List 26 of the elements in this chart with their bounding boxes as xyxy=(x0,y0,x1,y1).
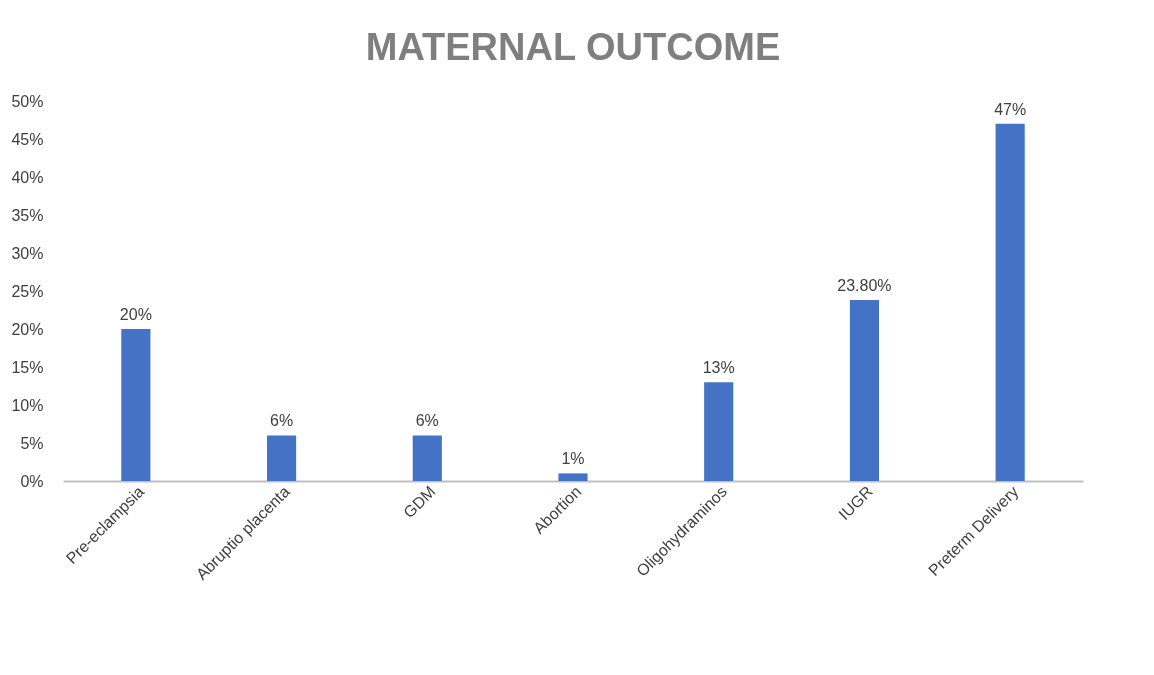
bar xyxy=(558,473,588,481)
y-tick-label: 0% xyxy=(20,472,44,490)
y-tick-label: 50% xyxy=(11,92,44,110)
bar xyxy=(121,329,151,481)
y-tick-label: 35% xyxy=(11,206,44,224)
y-tick-label: 20% xyxy=(11,320,44,338)
y-tick-label: 45% xyxy=(11,130,44,148)
y-tick-label: 25% xyxy=(11,282,44,300)
y-tick-label: 40% xyxy=(11,168,44,186)
data-label: 6% xyxy=(415,412,439,430)
bar xyxy=(849,300,879,481)
bar xyxy=(412,435,442,481)
data-label: 1% xyxy=(561,450,585,468)
data-label: 47% xyxy=(994,100,1027,118)
data-label: 20% xyxy=(119,306,152,323)
data-label: 23.80% xyxy=(837,277,892,295)
bar xyxy=(995,123,1025,481)
chart-title: MATERNAL OUTCOME xyxy=(365,26,781,68)
y-tick-label: 10% xyxy=(11,396,44,414)
bar xyxy=(267,435,297,481)
y-tick-label: 5% xyxy=(20,434,44,452)
bar xyxy=(704,382,734,481)
y-tick-label: 15% xyxy=(11,358,44,376)
y-tick-label: 30% xyxy=(11,244,44,262)
data-label: 13% xyxy=(702,359,735,377)
data-label: 6% xyxy=(270,412,294,430)
